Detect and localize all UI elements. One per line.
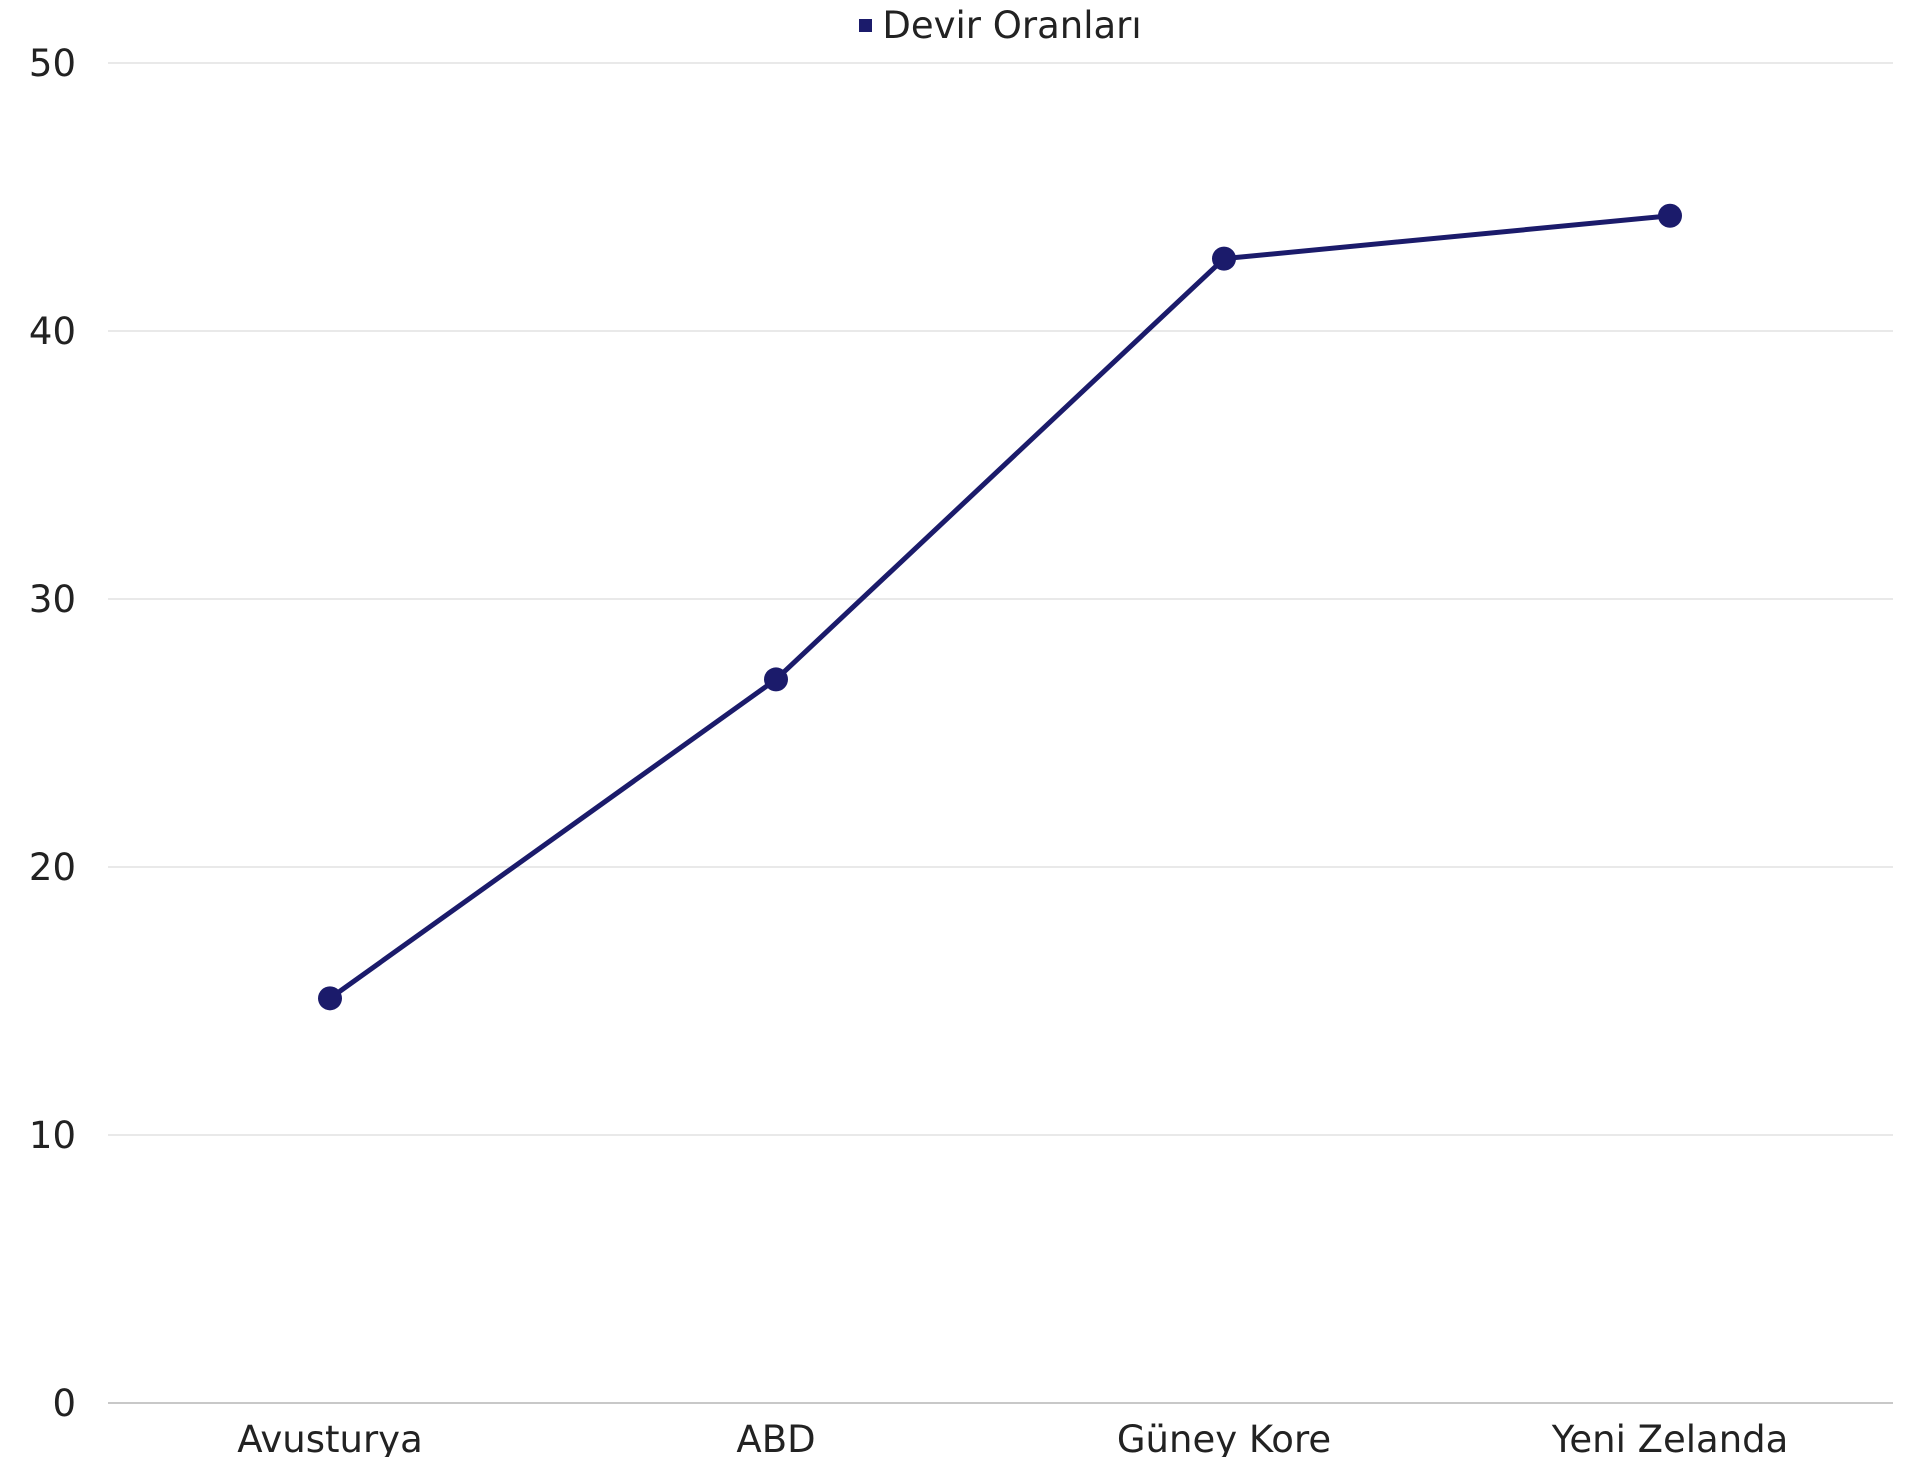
data-point-yeni-zelanda [1658, 203, 1682, 228]
y-tick-label-0: 0 [52, 1382, 76, 1425]
data-point-güney-kore [1212, 246, 1236, 271]
y-tick-label-10: 10 [29, 1114, 76, 1157]
x-tick-label-abd: ABD [736, 1418, 815, 1457]
y-tick-label-50: 50 [29, 42, 76, 85]
series-line-devir-oranlari [327, 213, 1673, 1001]
y-tick-label-30: 30 [29, 578, 76, 621]
x-tick-label-yeni-zelanda: Yeni Zelanda [1551, 1418, 1789, 1457]
data-point-abd [764, 667, 788, 692]
y-tick-label-20: 20 [29, 846, 76, 889]
x-tick-label-güney-kore: Güney Kore [1117, 1418, 1331, 1457]
y-tick-label-40: 40 [29, 310, 76, 353]
data-point-avusturya [318, 986, 342, 1011]
x-tick-label-avusturya: Avusturya [237, 1418, 423, 1457]
